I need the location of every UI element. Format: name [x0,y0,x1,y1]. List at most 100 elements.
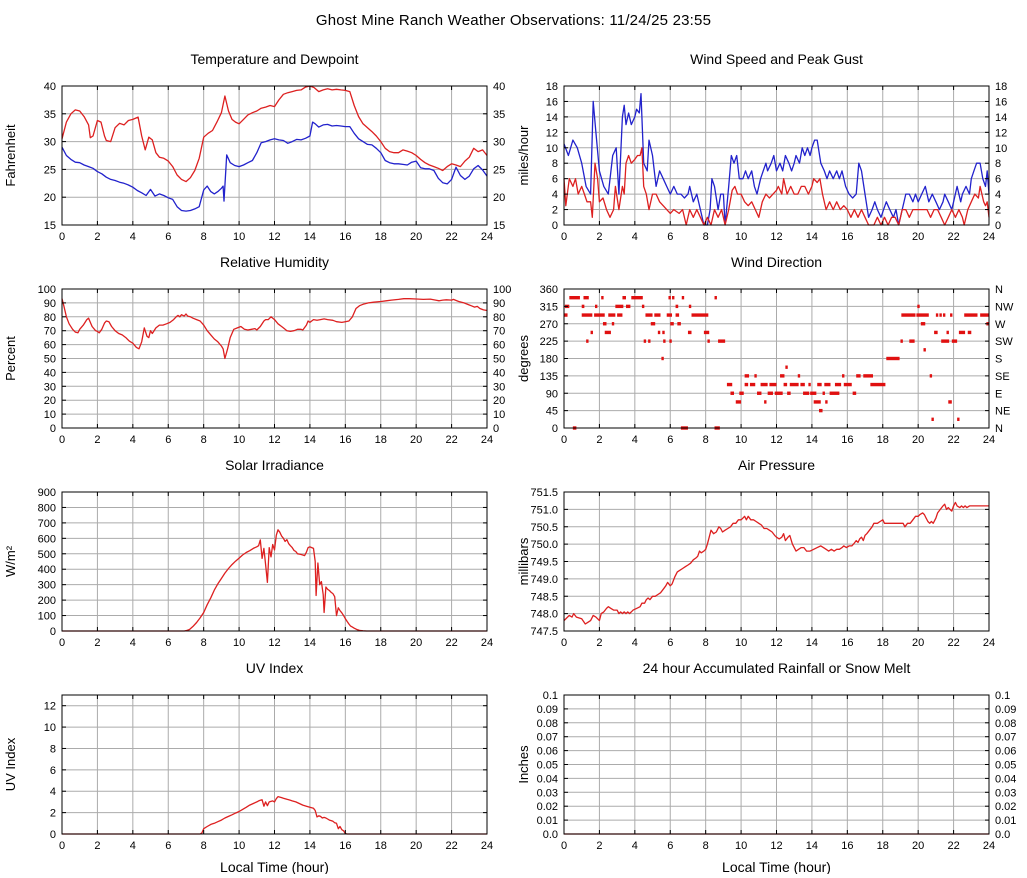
svg-text:0.09: 0.09 [995,704,1016,716]
svg-text:8: 8 [703,231,709,243]
svg-text:100: 100 [38,611,56,623]
svg-text:0: 0 [59,231,65,243]
svg-text:0: 0 [561,840,567,852]
svg-text:10: 10 [735,231,747,243]
svg-text:20: 20 [44,192,56,204]
svg-text:18: 18 [877,637,889,649]
svg-text:500: 500 [38,549,56,561]
svg-text:6: 6 [165,840,171,852]
svg-text:4: 4 [130,231,136,243]
svg-text:12: 12 [995,127,1007,139]
svg-text:2: 2 [596,637,602,649]
svg-text:16: 16 [339,434,351,446]
svg-text:degrees: degrees [516,335,531,382]
svg-text:4: 4 [130,840,136,852]
svg-text:Local Time (hour): Local Time (hour) [722,859,831,874]
svg-text:45: 45 [546,406,558,418]
svg-text:S: S [995,354,1002,366]
svg-text:18: 18 [877,231,889,243]
chart-relative-humidity: Relative Humidity 0 2 4 6 8 10 12 14 16 18 20 22 24 0… [0,243,513,446]
svg-text:millibars: millibars [516,537,531,585]
svg-text:0: 0 [561,637,567,649]
svg-text:4: 4 [552,189,558,201]
svg-text:20: 20 [493,192,505,204]
svg-text:750.0: 750.0 [530,539,558,551]
svg-text:0.02: 0.02 [995,801,1016,813]
svg-text:20: 20 [410,434,422,446]
svg-text:14: 14 [806,231,818,243]
svg-text:20: 20 [493,395,505,407]
svg-text:749.0: 749.0 [530,574,558,586]
chart-temperature-dewpoint: Temperature and Dewpoint 0 2 4 6 8 10 12 14 16 18… [0,40,513,243]
svg-text:50: 50 [44,354,56,366]
svg-text:0: 0 [50,829,56,841]
svg-text:40: 40 [44,367,56,379]
chart-rainfall: 24 hour Accumulated Rainfall or Snow Mel… [513,649,1027,874]
chart-air-pressure: Air Pressure 0 2 4 6 8 10 12 14 16 18 20 22 24 747.5 7… [513,446,1027,649]
svg-text:14: 14 [304,231,316,243]
svg-text:200: 200 [38,595,56,607]
svg-text:18: 18 [546,81,558,93]
svg-text:0.08: 0.08 [537,718,558,730]
svg-text:24: 24 [481,434,493,446]
svg-text:315: 315 [540,301,558,313]
svg-text:2: 2 [94,637,100,649]
svg-text:16: 16 [339,231,351,243]
svg-text:12: 12 [44,701,56,713]
svg-text:22: 22 [445,434,457,446]
svg-text:16: 16 [339,637,351,649]
svg-text:24: 24 [983,231,995,243]
svg-text:8: 8 [201,434,207,446]
svg-text:24: 24 [481,637,493,649]
svg-text:22: 22 [947,231,959,243]
svg-text:14: 14 [806,637,818,649]
svg-text:W: W [995,319,1006,331]
svg-text:100: 100 [38,284,56,296]
svg-text:Fahrenheit: Fahrenheit [3,124,18,187]
svg-text:20: 20 [912,637,924,649]
svg-text:8: 8 [201,637,207,649]
solar-irradiance-plot: 0 2 4 6 8 10 12 14 16 18 20 22 240100200300400500600… [3,487,493,649]
svg-text:8: 8 [552,158,558,170]
svg-text:4: 4 [130,637,136,649]
svg-text:0: 0 [59,434,65,446]
svg-text:N: N [995,284,1003,296]
svg-text:16: 16 [339,840,351,852]
svg-text:6: 6 [165,231,171,243]
svg-text:0.03: 0.03 [995,787,1016,799]
svg-text:30: 30 [493,137,505,149]
svg-text:4: 4 [995,189,1001,201]
svg-text:749.5: 749.5 [530,557,558,569]
svg-text:4: 4 [632,434,638,446]
svg-text:20: 20 [912,840,924,852]
svg-text:100: 100 [493,284,511,296]
svg-text:16: 16 [841,231,853,243]
svg-text:18: 18 [877,434,889,446]
svg-text:0.01: 0.01 [537,815,558,827]
svg-text:751.5: 751.5 [530,487,558,499]
svg-text:14: 14 [304,840,316,852]
svg-text:Inches: Inches [516,745,531,784]
svg-text:0: 0 [995,220,1001,232]
svg-text:10: 10 [735,637,747,649]
svg-text:751.0: 751.0 [530,504,558,516]
svg-text:40: 40 [493,367,505,379]
svg-text:6: 6 [667,637,673,649]
svg-text:miles/hour: miles/hour [516,125,531,186]
svg-text:20: 20 [912,231,924,243]
svg-text:20: 20 [410,840,422,852]
svg-text:22: 22 [947,434,959,446]
svg-text:6: 6 [667,231,673,243]
svg-text:6: 6 [165,637,171,649]
chart-solar-irradiance: Solar Irradiance 0 2 4 6 8 10 12 14 16 18 20 22 24 0 1… [0,446,513,649]
svg-text:6: 6 [995,174,1001,186]
svg-text:8: 8 [703,434,709,446]
svg-text:24: 24 [481,231,493,243]
svg-text:SE: SE [995,371,1010,383]
svg-text:900: 900 [38,487,56,499]
page-title: Ghost Mine Ranch Weather Observations: 1… [315,12,712,29]
svg-text:2: 2 [596,434,602,446]
svg-text:16: 16 [841,434,853,446]
